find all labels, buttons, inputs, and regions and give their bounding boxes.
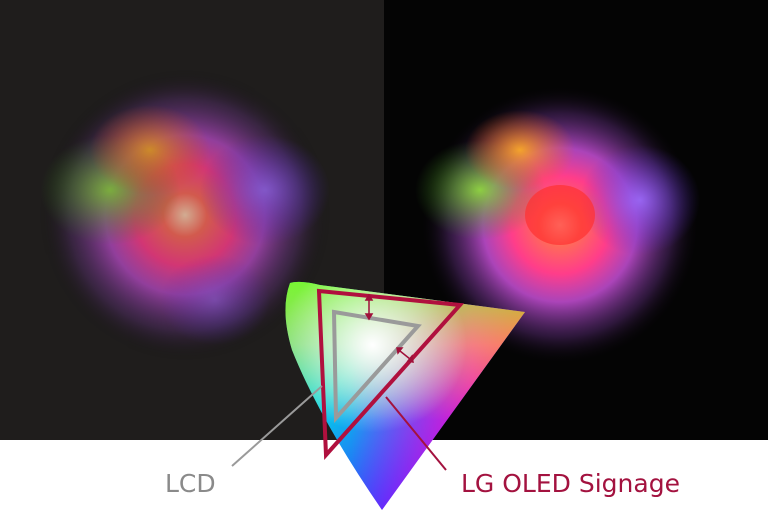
lcd-leader-line [231,385,323,467]
lcd-label: LCD [165,469,216,498]
oled-leader-line [385,396,447,471]
lcd-gamut-triangle [331,309,422,424]
gamut-arrows [364,293,414,363]
lcd-burst [40,70,330,360]
oled-label: LG OLED Signage [461,469,680,498]
oled-gamut-triangle [316,288,465,461]
oled-burst [415,85,700,365]
